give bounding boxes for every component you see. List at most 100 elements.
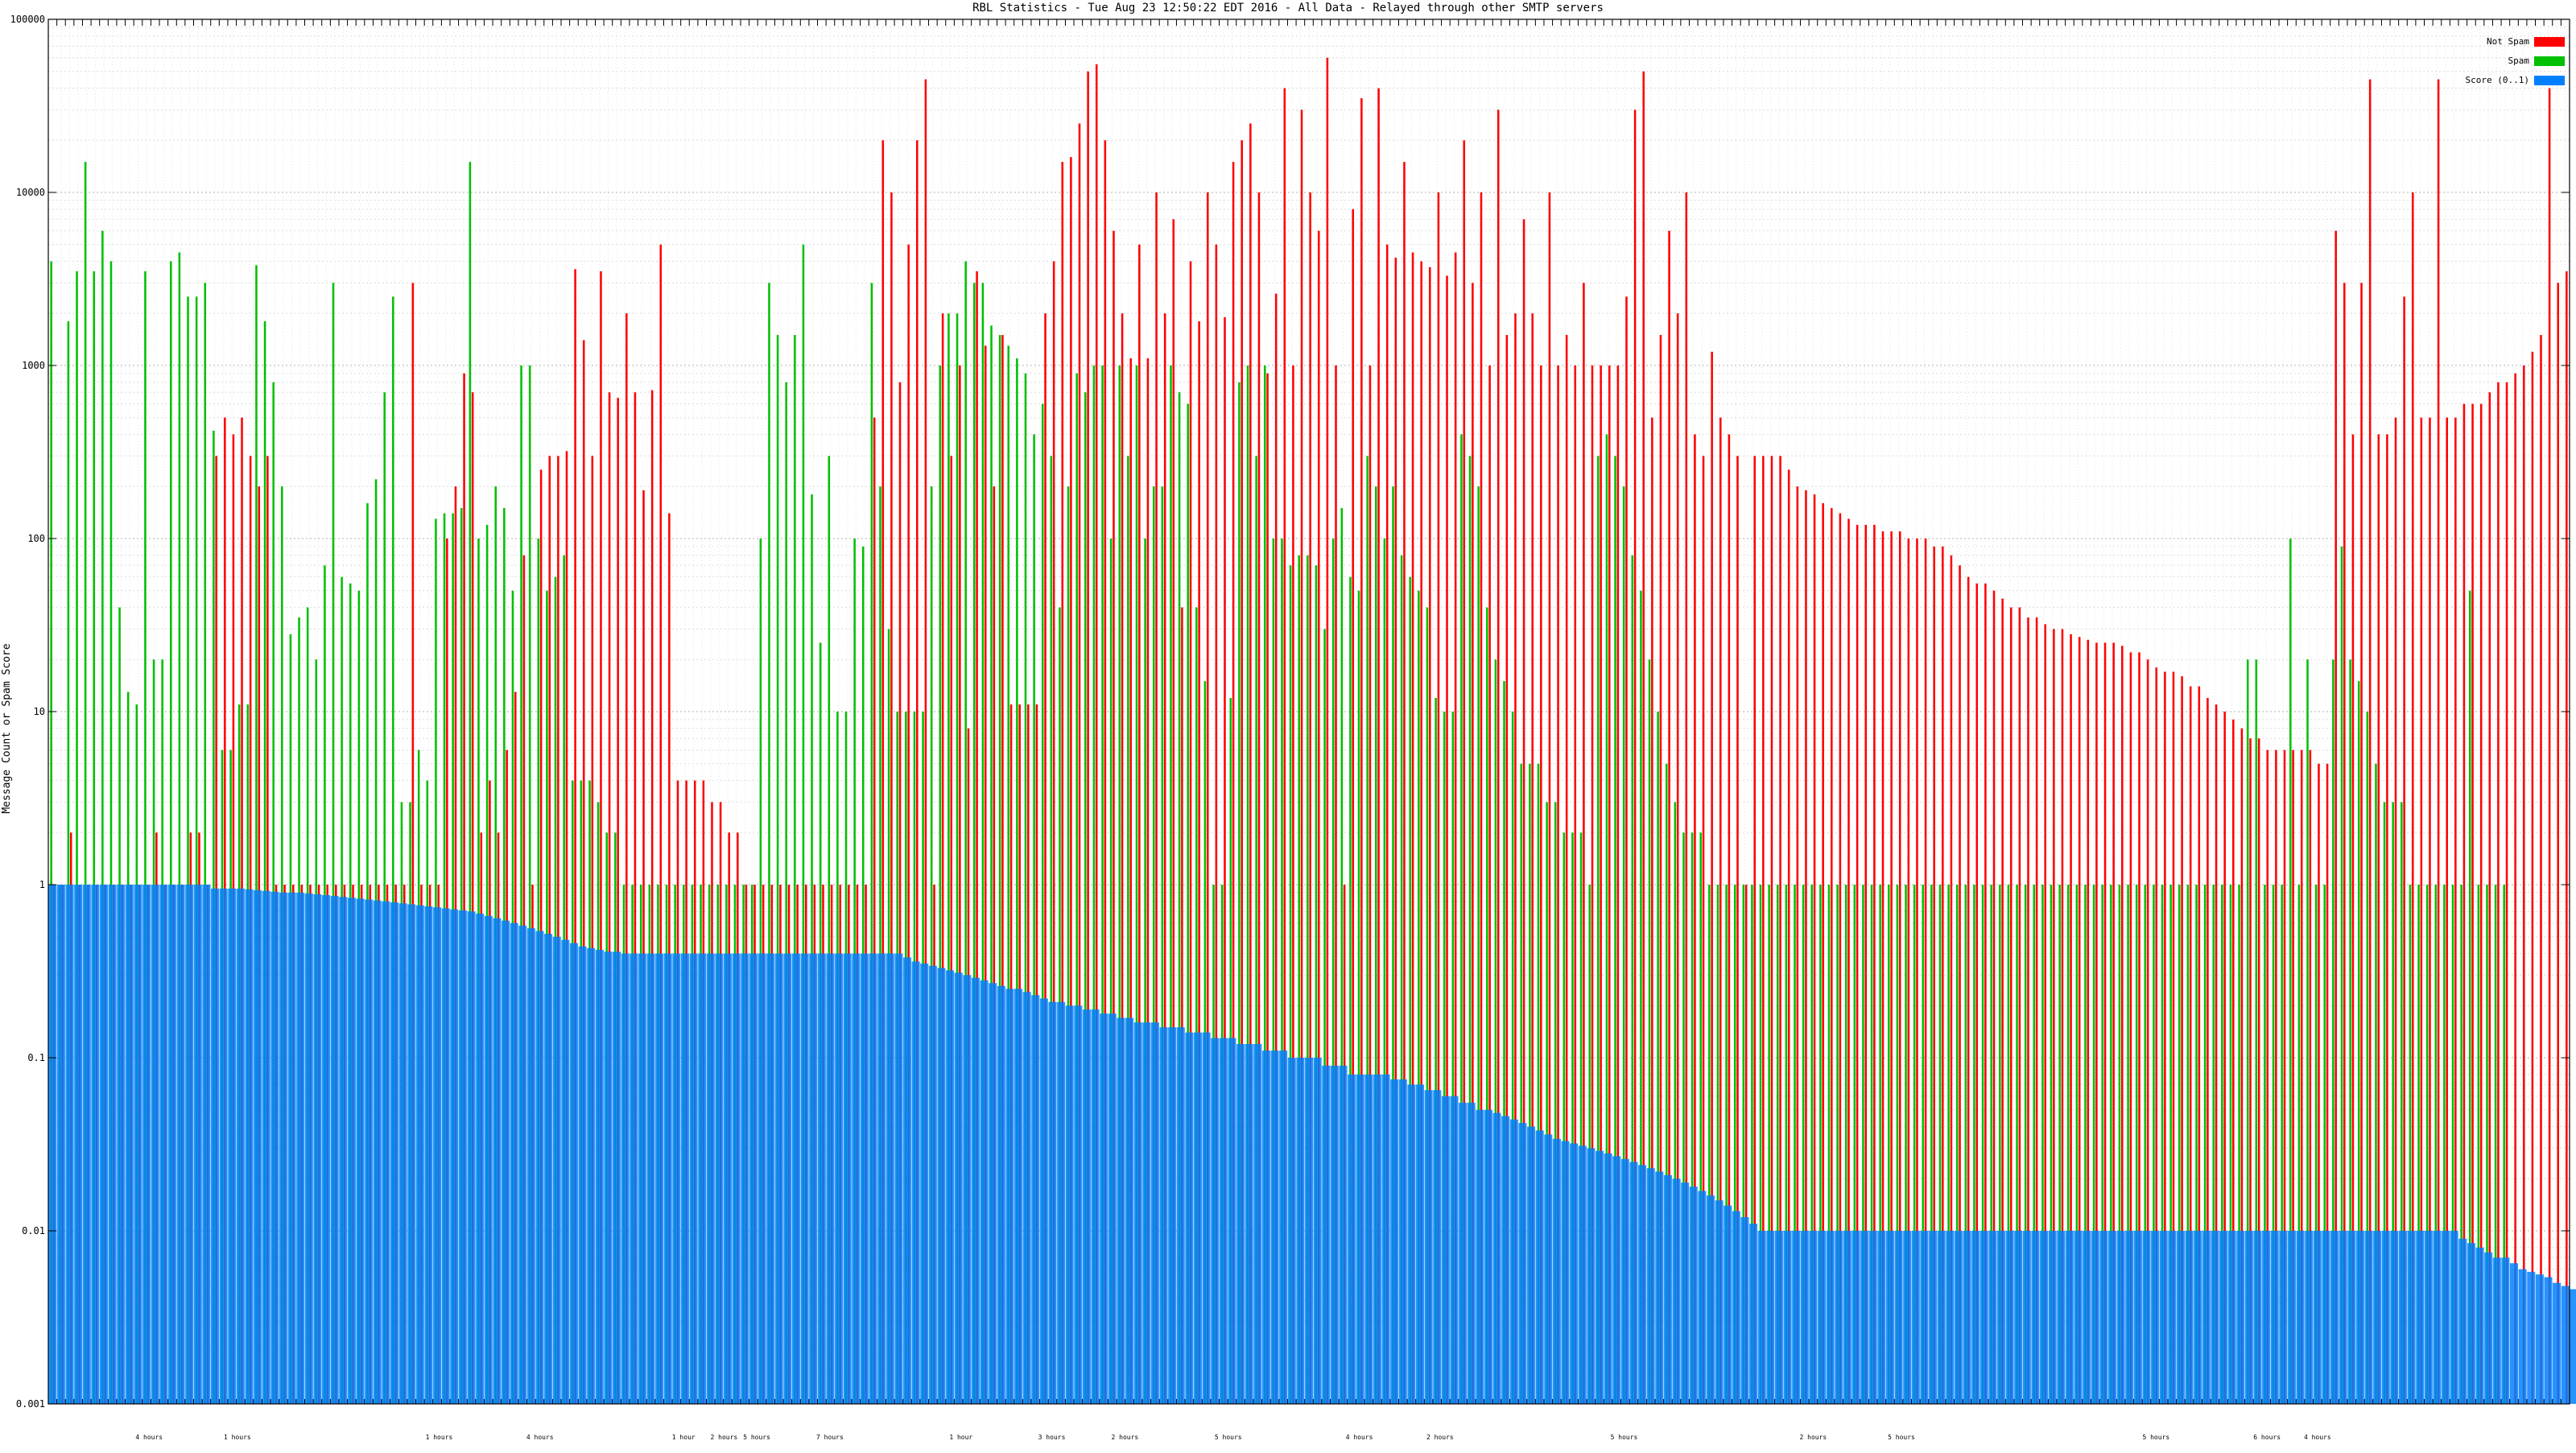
bar-spam <box>1366 456 1368 1404</box>
bar-spam <box>1827 885 1831 1404</box>
bar-spam <box>1896 885 1899 1404</box>
bar-score <box>1843 1231 1852 1404</box>
bar-spam <box>2007 885 2010 1404</box>
bar-not-spam <box>2462 403 2466 1404</box>
bar-score <box>1031 995 1040 1404</box>
bar-not-spam <box>959 365 961 1404</box>
bar-not-spam <box>1001 335 1004 1404</box>
bar-score <box>552 936 561 1404</box>
bar-spam <box>2332 659 2334 1404</box>
bar-score <box>159 885 168 1404</box>
bar-not-spam <box>1385 244 1389 1404</box>
bar-spam <box>2238 885 2240 1404</box>
bar-not-spam <box>574 269 576 1404</box>
bar-score <box>2475 1247 2484 1404</box>
bar-not-spam <box>2334 230 2337 1404</box>
x-group-label: 4 hours <box>526 1434 554 1441</box>
bar-spam <box>1554 802 1557 1404</box>
bar-spam <box>1622 486 1625 1404</box>
bar-not-spam <box>907 244 910 1404</box>
bar-score <box>1022 992 1031 1404</box>
bar-spam <box>1981 885 1984 1404</box>
bar-score <box>1476 1109 1484 1404</box>
bar-score <box>741 953 749 1404</box>
bar-not-spam <box>625 313 628 1404</box>
bar-score <box>928 965 937 1404</box>
bar-score <box>1954 1231 1963 1404</box>
bar-spam <box>776 335 779 1404</box>
bar-not-spam <box>1044 313 1046 1404</box>
bar-score <box>254 890 262 1404</box>
bar-score <box>1578 1145 1587 1404</box>
x-group-label: 2 hours <box>711 1434 738 1441</box>
bar-spam <box>1511 712 1514 1404</box>
bar-score <box>1612 1156 1621 1404</box>
bar-not-spam <box>1129 358 1132 1404</box>
bar-score <box>458 910 467 1404</box>
bar-score <box>826 953 835 1404</box>
bar-not-spam <box>1873 524 1876 1404</box>
bar-not-spam <box>2138 652 2140 1404</box>
legend-label: Score (0..1) <box>2466 75 2529 85</box>
bar-not-spam <box>1642 71 1645 1405</box>
bar-spam <box>2306 659 2309 1404</box>
bar-score <box>621 953 630 1404</box>
bar-spam <box>2349 659 2351 1404</box>
bar-score <box>2381 1231 2390 1404</box>
bar-spam <box>1888 885 1890 1404</box>
bar-score <box>1920 1231 1929 1404</box>
bar-not-spam <box>2377 434 2380 1404</box>
bar-score <box>382 901 390 1404</box>
bar-score <box>1706 1195 1715 1404</box>
x-group-label: 1 hours <box>224 1434 251 1441</box>
bar-spam <box>2425 885 2429 1404</box>
bar-spam <box>1127 456 1129 1404</box>
bar-spam <box>1281 539 1283 1404</box>
bar-not-spam <box>1548 192 1551 1404</box>
bar-spam <box>2443 885 2446 1404</box>
bar-not-spam <box>2368 79 2372 1404</box>
bar-not-spam <box>2403 296 2405 1405</box>
bar-spam <box>2340 546 2343 1404</box>
bar-not-spam <box>1189 261 1192 1404</box>
bar-score <box>501 920 510 1404</box>
bar-score <box>724 953 733 1404</box>
bar-spam <box>2195 885 2198 1404</box>
bar-score <box>2330 1231 2339 1404</box>
bar-score <box>167 885 176 1404</box>
bar-not-spam <box>1300 109 1303 1404</box>
bar-score <box>2553 1282 2562 1404</box>
bar-not-spam <box>2437 79 2440 1404</box>
y-tick-label: 10000 <box>16 187 45 198</box>
bar-spam <box>802 244 805 1404</box>
bar-score <box>2373 1231 2382 1404</box>
bar-score <box>398 903 407 1404</box>
bar-not-spam <box>2215 704 2218 1404</box>
bar-not-spam <box>993 486 996 1404</box>
bar-score <box>1946 1231 1955 1404</box>
bar-spam <box>1665 763 1668 1404</box>
bar-score <box>1749 1224 1758 1404</box>
bar-spam <box>2075 885 2079 1404</box>
bar-spam <box>93 271 95 1404</box>
bar-not-spam <box>1856 524 1859 1404</box>
bar-spam <box>1529 763 1531 1404</box>
bar-spam <box>1067 486 1070 1404</box>
bar-score <box>1228 1038 1236 1404</box>
bar-score <box>2151 1231 2160 1404</box>
bar-score <box>1202 1032 1211 1404</box>
bar-not-spam <box>1198 321 1200 1404</box>
bar-spam <box>1084 392 1087 1404</box>
bar-not-spam <box>2309 749 2312 1404</box>
bar-not-spam <box>2001 598 2004 1404</box>
chart-title: RBL Statistics - Tue Aug 23 12:50:22 EDT… <box>972 2 1604 14</box>
bar-not-spam <box>2240 728 2244 1404</box>
bar-score <box>424 906 433 1404</box>
bar-not-spam <box>1933 546 1935 1404</box>
bar-score <box>2142 1231 2151 1404</box>
bar-not-spam <box>1437 192 1440 1404</box>
bar-score <box>852 953 861 1404</box>
bar-not-spam <box>1163 313 1166 1404</box>
bar-spam <box>187 296 189 1405</box>
bar-spam <box>1571 832 1574 1404</box>
